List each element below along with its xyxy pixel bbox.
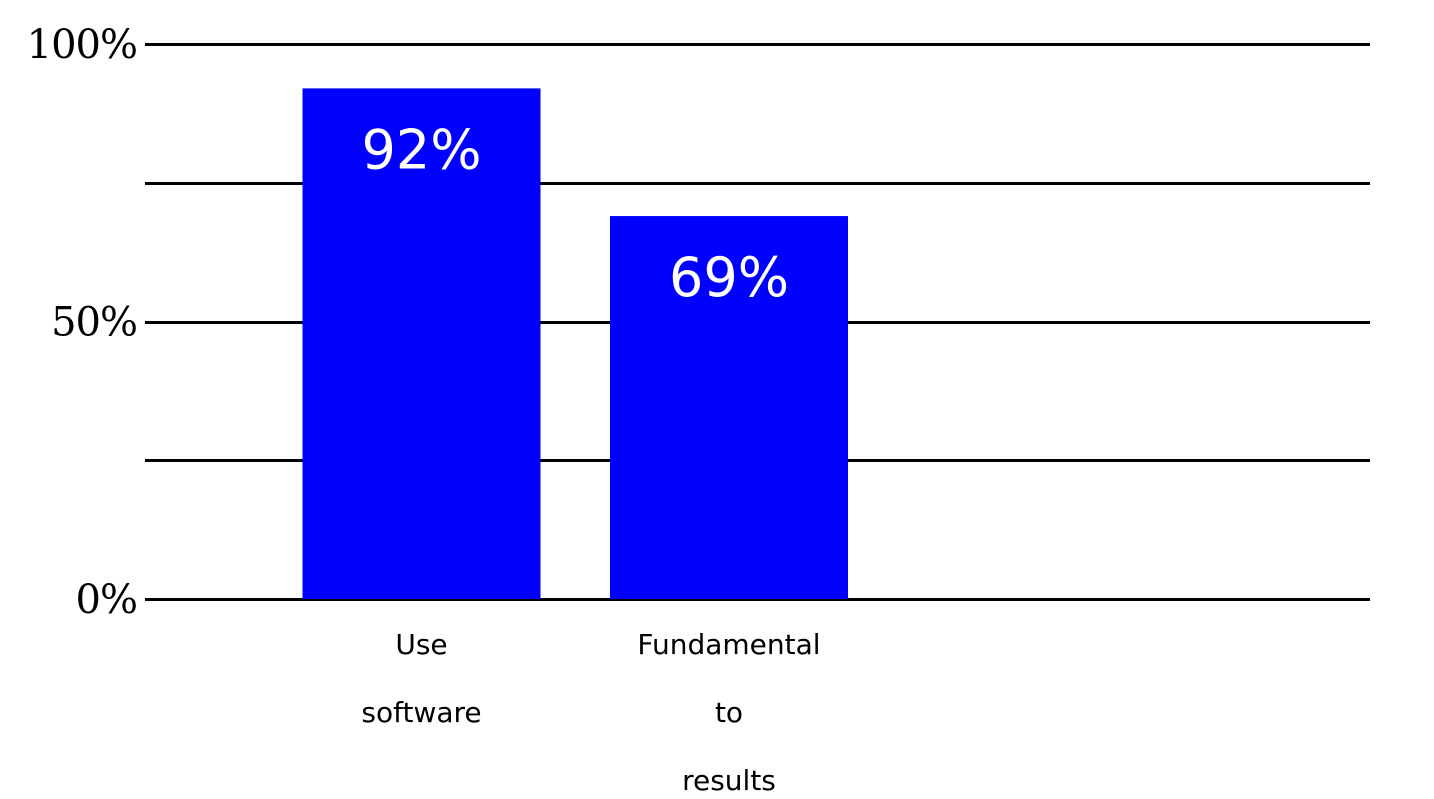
ytick-label: 0%	[76, 577, 137, 623]
x-axis-categories: Use software Fundamental to results	[361, 628, 820, 797]
bar	[610, 216, 848, 600]
y-axis-ticks: 0% 50% 100%	[27, 22, 138, 623]
bar-data-label: 92%	[361, 118, 481, 181]
bars: 92% 69%	[302, 88, 848, 600]
ytick-label: 50%	[51, 300, 137, 346]
category-label: Fundamental	[637, 628, 820, 661]
category-label: results	[682, 764, 776, 797]
category-label: Use	[395, 628, 447, 661]
bar	[302, 88, 541, 600]
category-label: to	[715, 696, 743, 729]
category-label: software	[361, 696, 481, 729]
ytick-label: 100%	[27, 22, 137, 68]
bar-data-label: 69%	[669, 246, 789, 309]
